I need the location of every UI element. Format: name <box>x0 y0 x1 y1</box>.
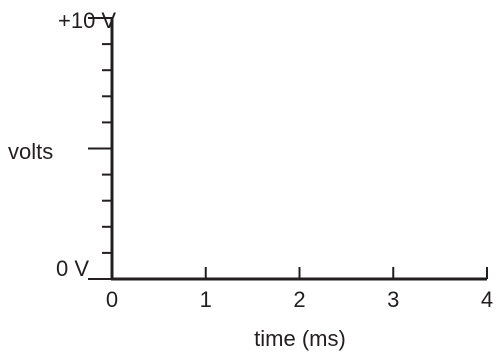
x-tick-label: 0 <box>106 287 118 312</box>
axes <box>110 18 487 281</box>
x-axis-title: time (ms) <box>254 326 346 351</box>
y-axis-max-label: +10 V <box>58 8 116 33</box>
y-axis-ticks <box>88 17 112 280</box>
x-tick-label: 1 <box>200 287 212 312</box>
x-axis-ticks: 0 1 2 3 4 <box>106 267 493 312</box>
y-axis-min-label: 0 V <box>56 256 89 281</box>
x-tick-label: 2 <box>293 287 305 312</box>
y-axis-title: volts <box>8 139 53 164</box>
x-tick-label: 3 <box>387 287 399 312</box>
x-tick-label: 4 <box>481 287 493 312</box>
